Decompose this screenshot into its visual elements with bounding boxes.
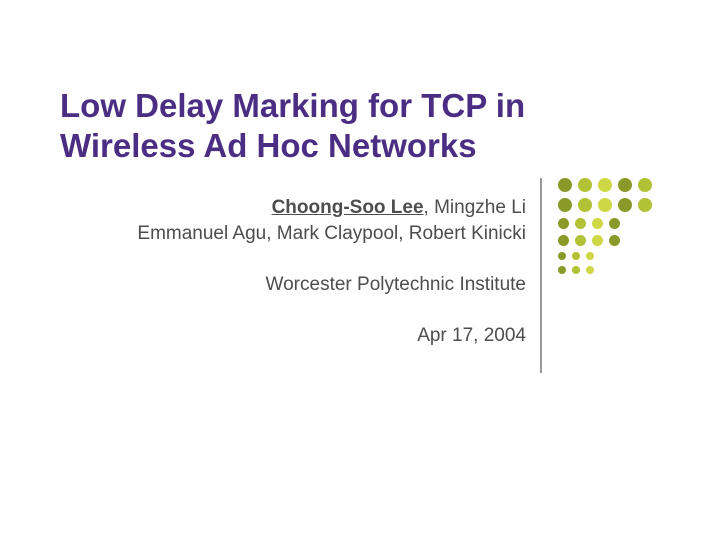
decoration-dot — [558, 178, 572, 192]
decoration-dot — [558, 235, 569, 246]
decoration-dot — [592, 235, 603, 246]
decoration-dot — [638, 178, 652, 192]
decoration-dot — [558, 252, 566, 260]
coauthors-rest-1: , Mingzhe Li — [424, 197, 526, 218]
decoration-dot — [572, 252, 580, 260]
decoration-dot — [638, 198, 652, 212]
institution: Worcester Polytechnic Institute — [126, 272, 526, 298]
slide: Low Delay Marking for TCP in Wireless Ad… — [0, 0, 720, 540]
decoration-dot — [598, 178, 612, 192]
decoration-dot — [572, 266, 580, 274]
decoration-dot — [586, 266, 594, 274]
authors-line-1: Choong-Soo Lee, Mingzhe Li — [126, 195, 526, 221]
decoration-dot — [575, 235, 586, 246]
author-block: Choong-Soo Lee, Mingzhe Li Emmanuel Agu,… — [126, 195, 526, 349]
decoration-dot — [558, 198, 572, 212]
decoration-dot — [592, 218, 603, 229]
authors-line-2: Emmanuel Agu, Mark Claypool, Robert Kini… — [126, 221, 526, 247]
decoration-dot — [578, 198, 592, 212]
decoration-dot — [578, 178, 592, 192]
decoration-dot — [586, 252, 594, 260]
decoration-dot — [618, 198, 632, 212]
vertical-divider — [540, 178, 542, 373]
decoration-dot — [558, 218, 569, 229]
decoration-dot — [618, 178, 632, 192]
slide-title: Low Delay Marking for TCP in Wireless Ad… — [60, 86, 600, 165]
decoration-dot — [558, 266, 566, 274]
lead-author: Choong-Soo Lee — [272, 197, 424, 218]
date: Apr 17, 2004 — [126, 323, 526, 349]
decoration-dot — [575, 218, 586, 229]
decoration-dot — [598, 198, 612, 212]
decoration-dot — [609, 235, 620, 246]
decoration-dot — [609, 218, 620, 229]
